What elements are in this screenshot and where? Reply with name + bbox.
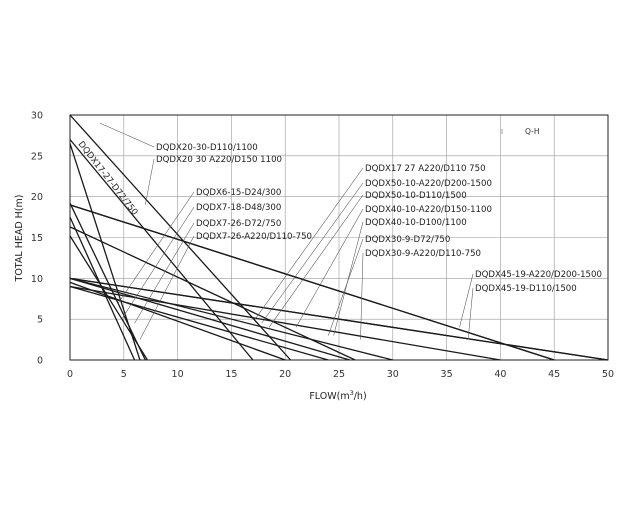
x-tick-label: 50	[602, 369, 614, 380]
leader-line	[295, 208, 364, 328]
curve-label: DQDX20 30 A220/D150 1100	[156, 155, 282, 165]
series-line	[69, 204, 555, 361]
x-tick-label: 35	[441, 369, 453, 380]
curve-label: DQDX50-10-A220/D200-1500	[365, 179, 492, 189]
curve-label: DQDX30-9-D72/750	[365, 235, 450, 245]
leader-line	[268, 194, 364, 328]
leader-line	[327, 238, 364, 336]
series-line	[69, 277, 609, 361]
leader-line	[121, 206, 195, 320]
curve-label: DQDX7-26-D72/750	[196, 219, 281, 229]
x-tick-label: 5	[121, 369, 127, 380]
curve-label: DQDX17 27 A220/D110 750	[365, 164, 486, 174]
y-axis-title: TOTAL HEAD H(m)	[14, 195, 25, 283]
curve-label: DQDX20-30-D110/1100	[156, 143, 258, 153]
series-line	[69, 277, 350, 361]
leader-line	[360, 252, 364, 340]
y-tick-label: 15	[31, 233, 43, 244]
leader-line	[254, 167, 364, 320]
x-tick-label: 30	[387, 369, 399, 380]
series-line	[69, 285, 329, 361]
curve-label: DQDX6-15-D24/300	[196, 188, 281, 198]
leader-line	[333, 221, 364, 336]
y-tick-label: 25	[31, 151, 43, 162]
leader-line	[467, 287, 474, 340]
x-tick-label: 10	[172, 369, 184, 380]
x-axis-title: FLOW(m3/h)	[309, 389, 366, 402]
x-tick-label: 15	[225, 369, 237, 380]
x-tick-label: 25	[333, 369, 345, 380]
leader-line	[139, 235, 195, 340]
tick-labels: 0 5 10 15 20 25 30 35 40 45 50 0 5 10 15 20 25 30	[31, 111, 614, 381]
plot-frame	[69, 114, 609, 361]
x-tick-label: 0	[67, 369, 73, 380]
leader-line	[459, 273, 474, 328]
curve-label: DQDX30-9-A220/D110-750	[365, 249, 481, 259]
leader-line	[134, 222, 195, 324]
annotation-layer: DQDX20-30-D110/1100 DQDX20 30 A220/D150 1…	[100, 122, 602, 340]
y-tick-label: 20	[31, 192, 43, 203]
series-layer	[69, 114, 609, 361]
y-tick-label: 0	[37, 356, 43, 367]
curve-label: DQDX50-10-D110/1500	[365, 191, 467, 201]
curve-label: DQDX45-19-D110/1500	[475, 284, 577, 294]
y-tick-label: 5	[37, 315, 43, 326]
curve-label: DQDX40-10-A220/D150-1100	[365, 205, 492, 215]
curve-label: DQDX7-18-D48/300	[196, 203, 281, 213]
leader-line	[145, 158, 155, 205]
leader-line	[261, 182, 364, 324]
legend-q-h: Q-H	[525, 127, 539, 136]
y-tick-label: 30	[31, 111, 43, 122]
x-tick-label: 40	[494, 369, 506, 380]
curve-label: DQDX45-19-A220/D200-1500	[475, 270, 602, 280]
series-line	[69, 202, 146, 361]
leader-line	[118, 191, 195, 303]
y-tick-label: 10	[31, 274, 43, 285]
x-tick-label: 20	[279, 369, 291, 380]
plot-border	[69, 114, 609, 361]
series-line	[69, 277, 393, 361]
curve-label: DQDX7-26-A220/D110-750	[196, 232, 312, 242]
series-line	[69, 114, 292, 361]
leader-line	[100, 122, 155, 148]
curve-label: DQDX40-10-D100/1100	[365, 218, 467, 228]
x-tick-label: 45	[548, 369, 560, 380]
series-line	[69, 281, 286, 361]
